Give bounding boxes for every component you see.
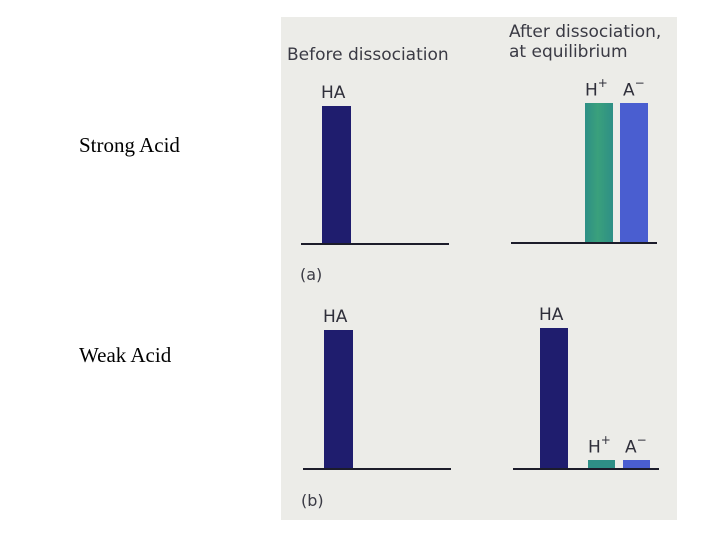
panel-a-ha-label: HA <box>321 83 346 103</box>
panel-a-a-minus-bar <box>620 103 648 243</box>
panel-a-h-plus-label: H+ <box>585 76 608 101</box>
panel-b-ha-bar <box>324 330 353 468</box>
heading-after-line1: After dissociation, <box>509 22 662 42</box>
panel-b-letter: (b) <box>301 491 324 510</box>
panel-b-after-baseline <box>513 468 659 470</box>
heading-before-dissociation: Before dissociation <box>287 45 449 65</box>
panel-a-h-plus-bar <box>585 103 613 243</box>
panel-b-a-minus-label: A− <box>625 433 647 458</box>
panel-a-a-minus-label: A− <box>623 76 645 101</box>
panel-b-ha-after-bar <box>540 328 568 468</box>
panel-a-letter: (a) <box>300 265 323 284</box>
heading-after-line2: at equilibrium <box>509 42 628 62</box>
panel-b-h-plus-bar <box>588 460 615 468</box>
panel-b-ha-label: HA <box>323 307 348 327</box>
panel-a-ha-bar <box>322 106 351 243</box>
panel-a-before-baseline <box>301 243 449 245</box>
dissociation-figure: Before dissociation After dissociation, … <box>281 17 677 520</box>
heading-after-dissociation: After dissociation, at equilibrium <box>509 22 661 62</box>
panel-b-ha-after-label: HA <box>539 305 564 325</box>
weak-acid-label: Weak Acid <box>79 343 172 367</box>
strong-acid-label: Strong Acid <box>79 133 180 157</box>
panel-b-h-plus-label: H+ <box>588 433 611 458</box>
panel-b-a-minus-bar <box>623 460 650 468</box>
panel-a-after-baseline <box>511 242 657 244</box>
panel-b-before-baseline <box>303 468 451 470</box>
